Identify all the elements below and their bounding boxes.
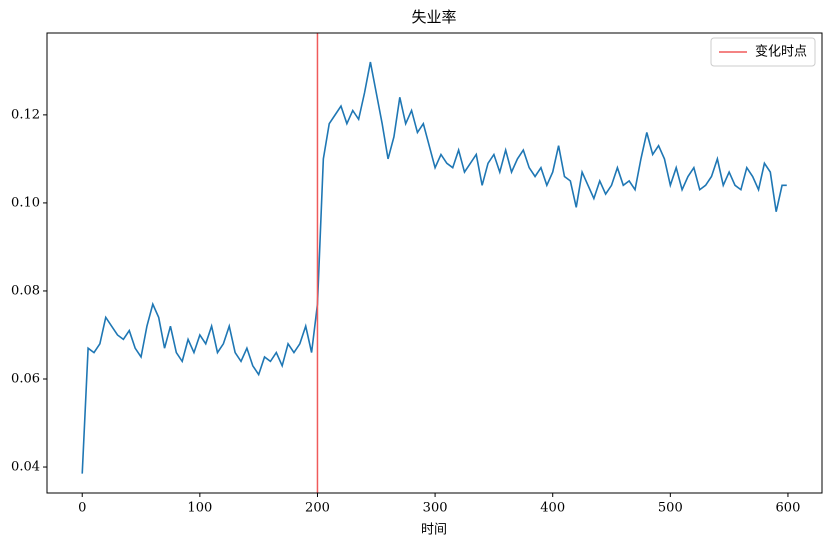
- data-line: [81, 61, 787, 474]
- y-tick-label: 0.10: [11, 195, 40, 210]
- x-tick-label: 0: [78, 501, 86, 516]
- x-tick-label: 600: [776, 501, 801, 516]
- legend-label: 变化时点: [755, 44, 807, 60]
- chart-title: 失业率: [411, 8, 456, 26]
- legend-box: [710, 37, 816, 67]
- x-tick-label: 200: [305, 501, 330, 516]
- x-tick-label: 400: [540, 501, 565, 516]
- x-axis-label: 时间: [421, 523, 447, 538]
- y-tick-label: 0.06: [11, 371, 40, 386]
- y-tick-label: 0.08: [11, 283, 40, 298]
- y-tick-label: 0.04: [11, 460, 40, 475]
- axes-frame: [46, 32, 823, 494]
- y-tick-label: 0.12: [11, 107, 40, 122]
- x-tick-label: 100: [187, 501, 212, 516]
- x-tick-label: 500: [658, 501, 683, 516]
- x-tick-label: 300: [423, 501, 448, 516]
